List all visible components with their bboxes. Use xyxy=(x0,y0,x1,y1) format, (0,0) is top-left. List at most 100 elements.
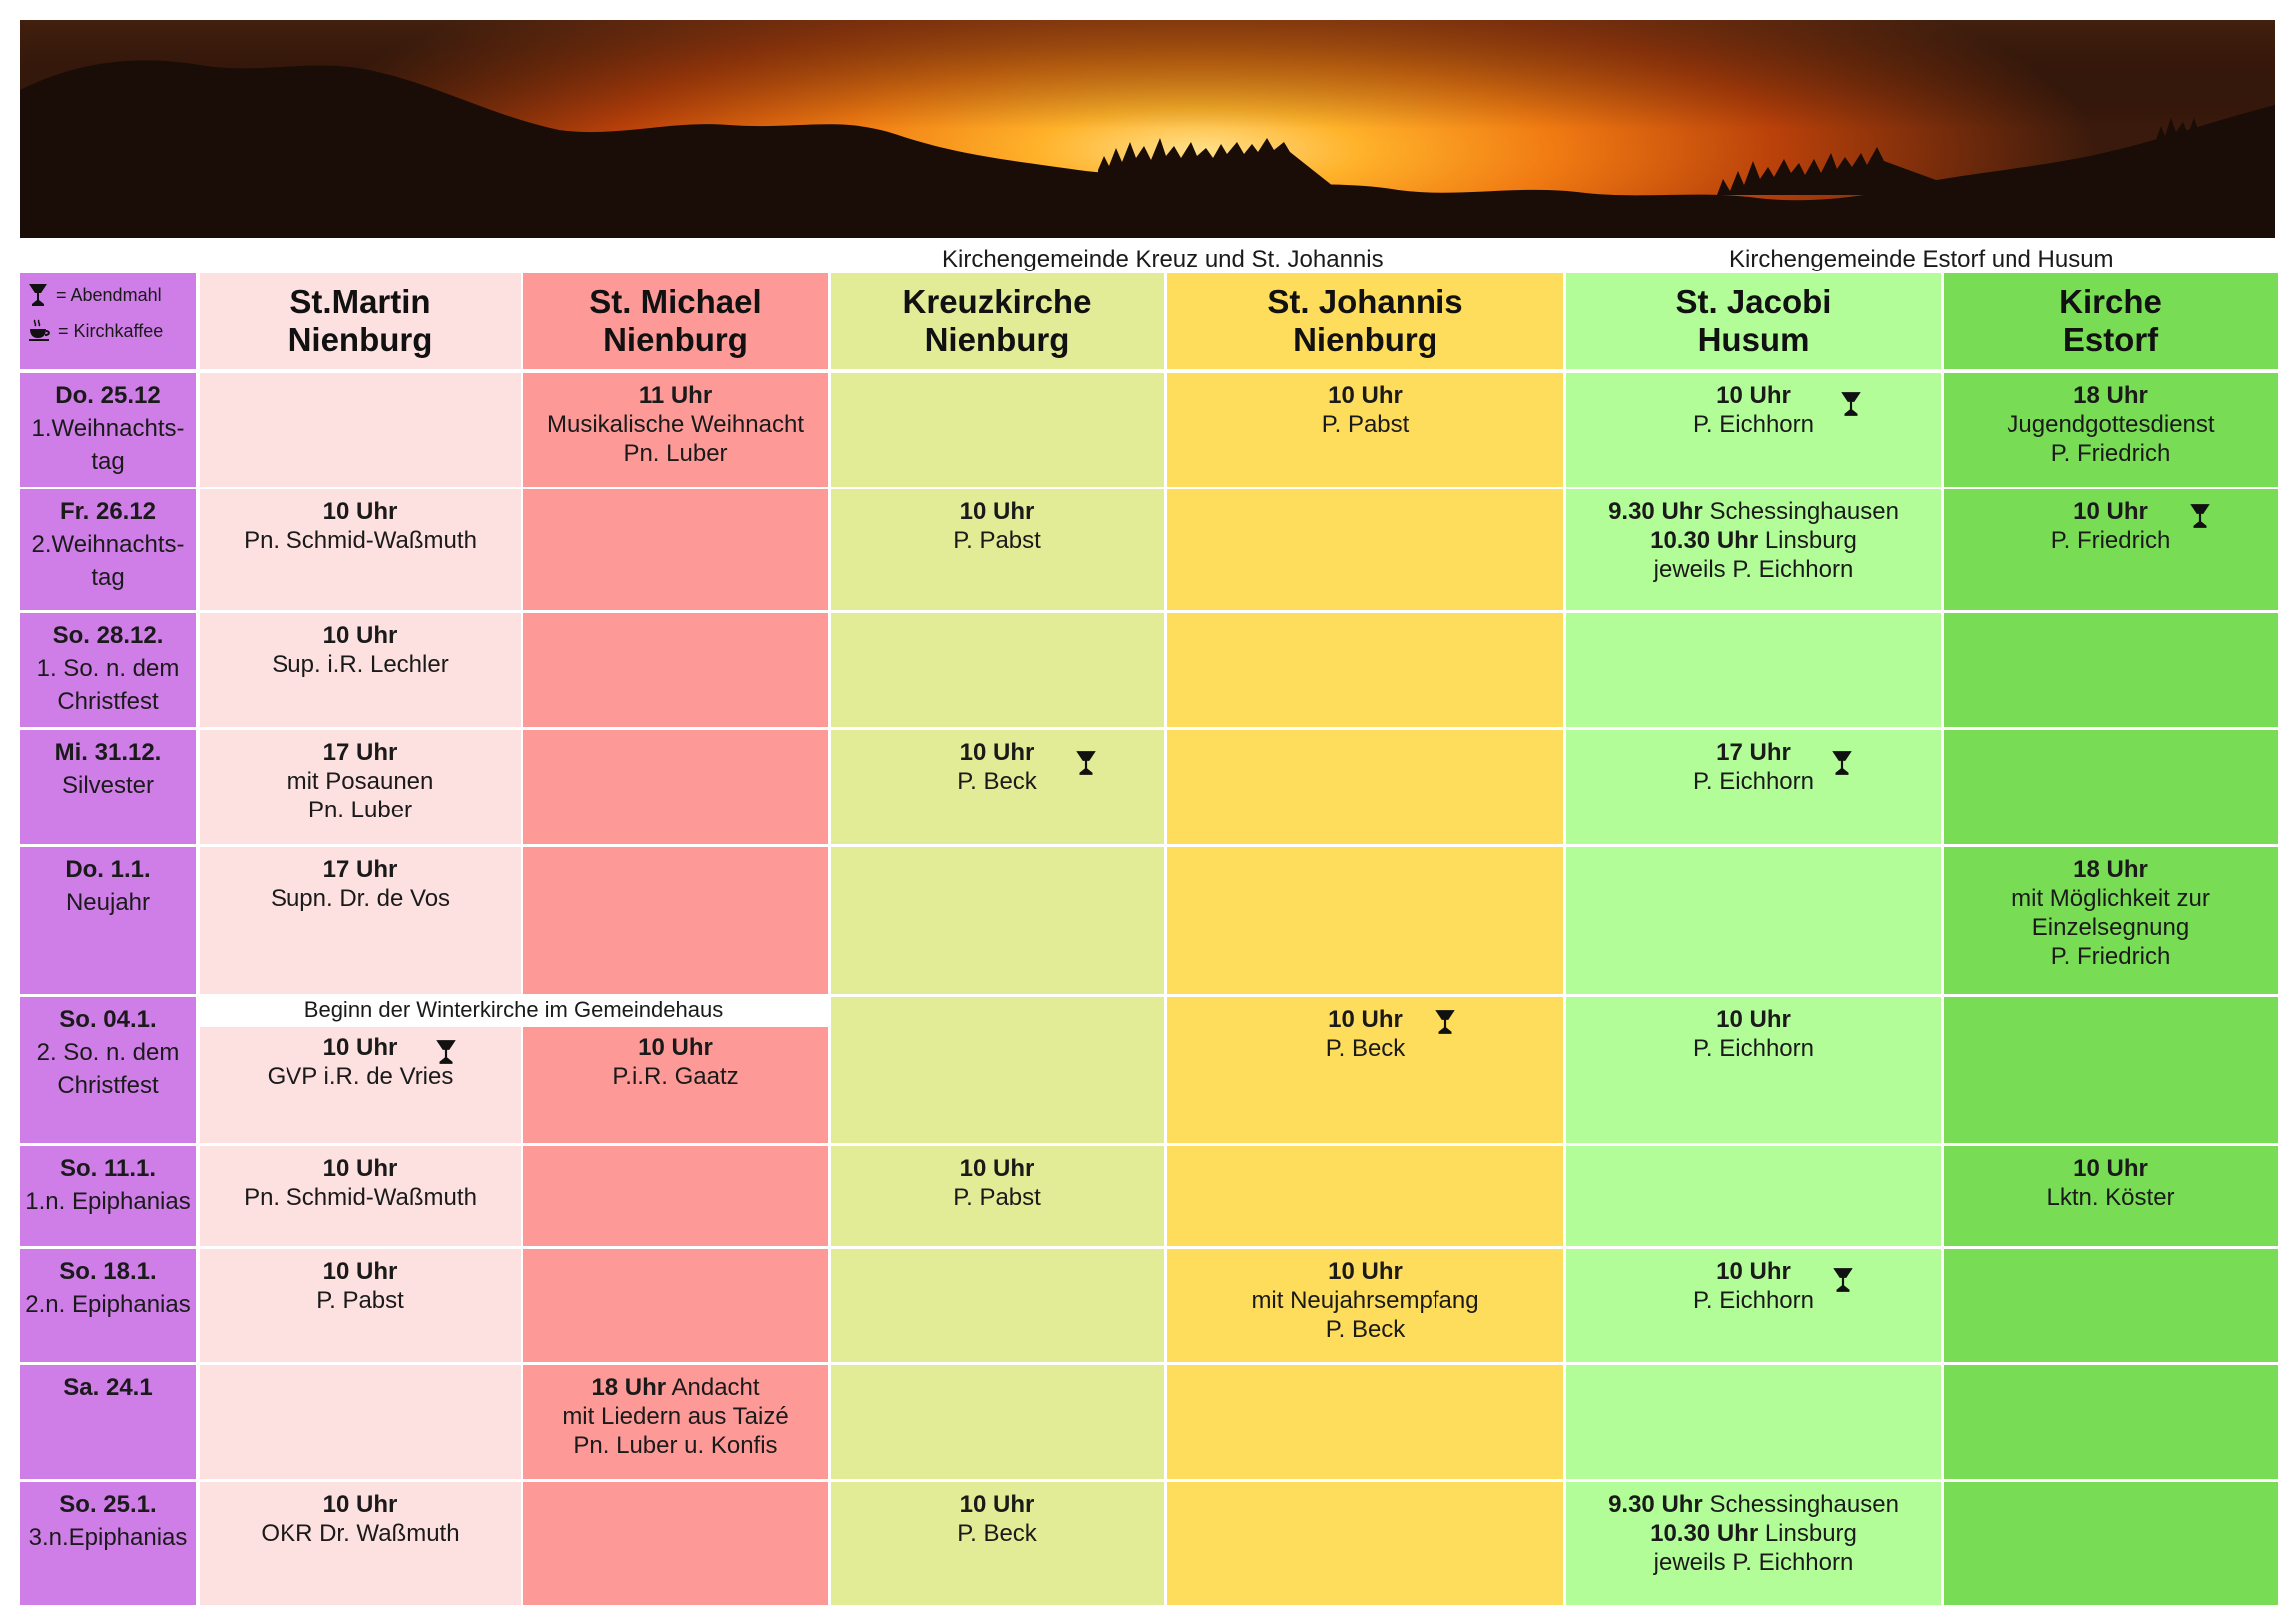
date-cell: Mi. 31.12. Silvester xyxy=(20,730,196,844)
date-label: Fr. 26.12 xyxy=(59,498,157,525)
service-cell-kreuzkirche xyxy=(831,613,1164,727)
date-cell: Do. 1.1. Neujahr xyxy=(20,847,196,994)
service-cell-st-johannis xyxy=(1167,1365,1563,1479)
service-line: P. Beck xyxy=(1167,1315,1563,1344)
service-cell-st-michael xyxy=(523,730,828,844)
service-line: Pn. Luber xyxy=(200,796,521,824)
column-header-line1: Kirche xyxy=(2059,283,2162,320)
service-time: 10 Uhr xyxy=(2073,498,2148,525)
service-detail: P. Pabst xyxy=(953,527,1041,554)
service-cell-kirche-estorf xyxy=(1944,1482,2278,1605)
column-header-line2: Nienburg xyxy=(603,321,748,358)
date-cell: So. 11.1. 1.n. Epiphanias xyxy=(20,1146,196,1246)
service-line: 10 Uhr xyxy=(1944,497,2278,526)
service-cell-st-jacobi: 9.30 Uhr Schessinghausen 10.30 Uhr Linsbu… xyxy=(1566,1482,1941,1605)
service-detail: Pn. Schmid-Waßmuth xyxy=(244,1184,477,1211)
service-cell-st-johannis xyxy=(1167,730,1563,844)
service-line: 11 Uhr xyxy=(523,381,828,410)
service-time: 10 Uhr xyxy=(1716,382,1791,409)
service-line: 18 Uhr xyxy=(1944,855,2278,884)
service-time: 10 Uhr xyxy=(322,1155,398,1182)
service-line: 9.30 Uhr Schessinghausen xyxy=(1566,497,1941,526)
service-cell-kirche-estorf xyxy=(1944,613,2278,727)
service-detail: Jugendgottesdienst xyxy=(2007,411,2215,438)
service-cell-kreuzkirche xyxy=(831,997,1164,1143)
service-detail: P. Pabst xyxy=(1321,411,1410,438)
feast-day-label: 2.n. Epiphanias xyxy=(25,1291,191,1318)
column-header-line2: Nienburg xyxy=(924,321,1070,358)
column-header-line2: Nienburg xyxy=(287,321,433,358)
feast-day-label: 1. So. n. dem xyxy=(36,655,180,682)
service-cell-st-jacobi: 10 Uhr P. Eichhorn xyxy=(1566,1249,1941,1362)
service-time: 9.30 Uhr xyxy=(1608,498,1703,525)
abendmahl-chalice-icon xyxy=(2190,504,2210,528)
feast-day-label: 2. So. n. dem xyxy=(36,1039,180,1066)
service-line: 10 Uhr xyxy=(200,1154,521,1183)
abendmahl-chalice-icon xyxy=(1841,392,1861,416)
service-detail: Pn. Luber xyxy=(623,440,728,467)
service-cell-kreuzkirche xyxy=(831,373,1164,487)
service-cell-kirche-estorf: 10 Uhr P. Friedrich xyxy=(1944,489,2278,610)
service-detail: P.i.R. Gaatz xyxy=(612,1063,739,1090)
service-cell-st-michael xyxy=(523,1482,828,1605)
service-line: 10 Uhr xyxy=(200,1033,521,1062)
service-line: jeweils P. Eichhorn xyxy=(1566,1548,1941,1577)
date-label: So. 25.1. xyxy=(59,1491,157,1518)
service-line: 10 Uhr xyxy=(1566,1257,1941,1286)
service-cell-st-johannis xyxy=(1167,613,1563,727)
service-cell-st-michael: 18 Uhr Andacht mit Liedern aus Taizé Pn. L… xyxy=(523,1365,828,1479)
service-cell-kreuzkirche: 10 Uhr P. Beck xyxy=(831,730,1164,844)
date-cell: Fr. 26.12 2.Weihnachts-tag xyxy=(20,489,196,610)
service-cell-st-jacobi xyxy=(1566,613,1941,727)
service-cell-kirche-estorf xyxy=(1944,1249,2278,1362)
service-time: 10 Uhr xyxy=(1328,1006,1403,1033)
service-cell-kirche-estorf xyxy=(1944,730,2278,844)
service-cell-st-michael: 11 Uhr Musikalische Weihnacht Pn. Luber xyxy=(523,373,828,487)
service-cell-st-johannis xyxy=(1167,1482,1563,1605)
service-line: P. Eichhorn xyxy=(1566,767,1941,796)
column-header-st-martin: St.Martin Nienburg xyxy=(200,273,521,369)
service-time: 10 Uhr xyxy=(322,1491,398,1518)
service-time: 10 Uhr xyxy=(322,498,398,525)
service-cell-kreuzkirche: 10 Uhr P. Pabst xyxy=(831,1146,1164,1246)
column-header-line1: St.Martin xyxy=(289,283,431,320)
service-line: Jugendgottesdienst xyxy=(1944,410,2278,439)
service-line: 10 Uhr xyxy=(200,621,521,650)
service-detail: Einzelsegnung xyxy=(2031,914,2190,941)
service-cell-st-johannis: 10 Uhr P. Pabst xyxy=(1167,373,1563,487)
service-line: 10 Uhr xyxy=(831,738,1164,767)
column-header-st-johannis: St. Johannis Nienburg xyxy=(1167,273,1563,369)
date-cell: So. 25.1. 3.n.Epiphanias xyxy=(20,1482,196,1605)
service-line: P. Beck xyxy=(1167,1034,1563,1063)
service-detail: Musikalische Weihnacht xyxy=(546,411,804,438)
abendmahl-chalice-icon xyxy=(1833,1268,1853,1292)
feast-day-label: Neujahr xyxy=(65,889,151,916)
service-detail: P. Beck xyxy=(957,768,1037,795)
service-cell-st-martin: 17 Uhr mit Posaunen Pn. Luber xyxy=(200,730,521,844)
service-cell-st-michael xyxy=(523,847,828,994)
date-label: So. 18.1. xyxy=(59,1258,157,1285)
service-cell-kreuzkirche: 10 Uhr P. Beck xyxy=(831,1482,1164,1605)
service-line: OKR Dr. Waßmuth xyxy=(200,1519,521,1548)
service-detail: Pn. Schmid-Waßmuth xyxy=(244,527,477,554)
feast-day-label: tag xyxy=(91,564,125,591)
service-cell-st-johannis: 10 Uhr P. Beck xyxy=(1167,997,1563,1143)
service-cell-st-martin xyxy=(200,1365,521,1479)
kirchkaffee-cup-icon xyxy=(29,319,50,341)
column-header-st-jacobi: St. Jacobi Husum xyxy=(1566,273,1941,369)
service-line: 17 Uhr xyxy=(1566,738,1941,767)
service-time: 10.30 Uhr xyxy=(1650,1520,1759,1547)
service-cell-st-martin xyxy=(200,373,521,487)
abendmahl-chalice-icon xyxy=(1076,751,1096,775)
service-time: 18 Uhr xyxy=(2073,382,2148,409)
legend-abendmahl-label: = Abendmahl xyxy=(56,285,162,305)
service-detail: GVP i.R. de Vries xyxy=(267,1063,454,1090)
service-line: P. Eichhorn xyxy=(1566,410,1941,439)
service-detail: mit Liedern aus Taizé xyxy=(562,1403,789,1430)
service-line: P. Pabst xyxy=(831,1183,1164,1212)
service-line: mit Neujahrsempfang xyxy=(1167,1286,1563,1315)
service-cell-kreuzkirche xyxy=(831,1249,1164,1362)
service-detail: mit Posaunen xyxy=(287,768,434,795)
service-detail: P. Eichhorn xyxy=(1693,1287,1814,1314)
winterkirche-note: Beginn der Winterkirche im Gemeindehaus xyxy=(200,997,828,1025)
